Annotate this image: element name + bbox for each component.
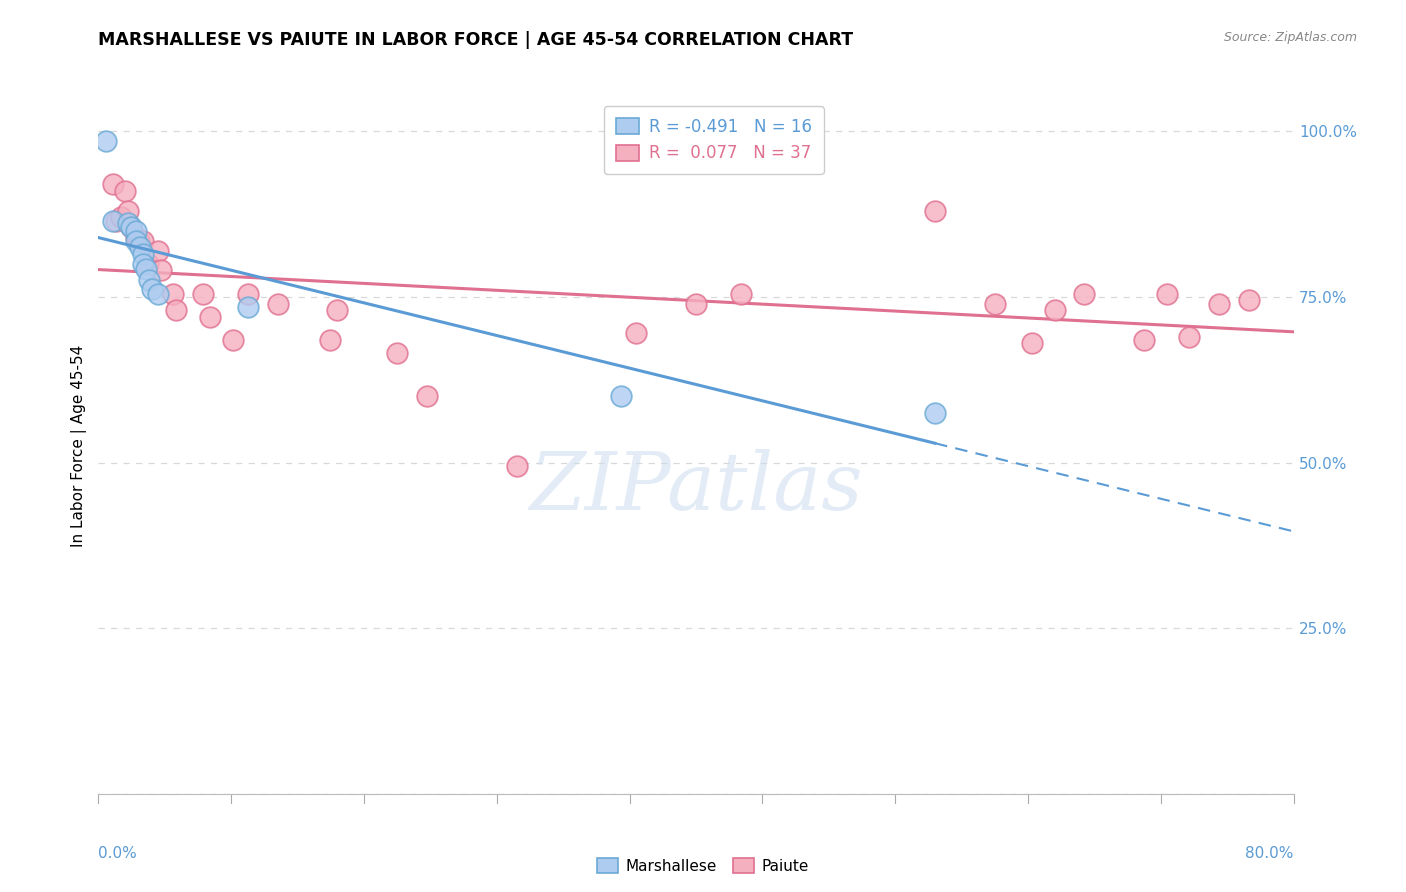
Point	[924, 203, 946, 218]
Text: MARSHALLESE VS PAIUTE IN LABOR FORCE | AGE 45-54 CORRELATION CHART: MARSHALLESE VS PAIUTE IN LABOR FORCE | A…	[98, 31, 853, 49]
Point	[1156, 286, 1178, 301]
Point	[610, 389, 633, 403]
Point	[117, 203, 139, 218]
Point	[326, 303, 349, 318]
Point	[125, 224, 148, 238]
Point	[114, 184, 136, 198]
Point	[110, 211, 132, 225]
Point	[1043, 303, 1066, 318]
Point	[984, 296, 1007, 310]
Point	[132, 257, 155, 271]
Point	[132, 247, 155, 261]
Text: Source: ZipAtlas.com: Source: ZipAtlas.com	[1223, 31, 1357, 45]
Point	[1237, 293, 1260, 308]
Point	[132, 234, 155, 248]
Text: ZIPatlas: ZIPatlas	[529, 449, 863, 526]
Point	[626, 326, 648, 341]
Point	[105, 213, 128, 227]
Point	[136, 257, 159, 271]
Point	[1178, 329, 1201, 343]
Point	[129, 240, 152, 254]
Point	[236, 300, 259, 314]
Point	[1208, 296, 1230, 310]
Point	[125, 234, 148, 248]
Point	[103, 178, 125, 192]
Point	[506, 458, 529, 473]
Point	[120, 220, 142, 235]
Point	[138, 273, 160, 287]
Point	[117, 216, 139, 230]
Point	[1073, 286, 1095, 301]
Point	[148, 286, 170, 301]
Point	[103, 213, 125, 227]
Point	[730, 286, 752, 301]
Point	[135, 262, 157, 277]
Point	[125, 230, 148, 244]
Point	[162, 286, 184, 301]
Point	[319, 333, 342, 347]
Point	[150, 263, 173, 277]
Text: 0.0%: 0.0%	[98, 846, 138, 861]
Point	[385, 346, 409, 360]
Point	[148, 244, 170, 258]
Point	[94, 134, 117, 148]
Point	[120, 220, 142, 235]
Point	[141, 282, 163, 296]
Point	[222, 333, 245, 347]
Point	[1133, 333, 1156, 347]
Point	[924, 406, 946, 420]
Point	[128, 234, 150, 248]
Point	[416, 389, 439, 403]
Point	[165, 303, 187, 318]
Legend: R = -0.491   N = 16, R =  0.077   N = 37: R = -0.491 N = 16, R = 0.077 N = 37	[605, 106, 824, 174]
Point	[267, 296, 290, 310]
Legend: Marshallese, Paiute: Marshallese, Paiute	[591, 852, 815, 880]
Point	[236, 286, 259, 301]
Point	[685, 296, 707, 310]
Text: 80.0%: 80.0%	[1246, 846, 1294, 861]
Point	[200, 310, 222, 324]
Point	[1021, 336, 1043, 351]
Y-axis label: In Labor Force | Age 45-54: In Labor Force | Age 45-54	[72, 345, 87, 547]
Point	[191, 286, 214, 301]
